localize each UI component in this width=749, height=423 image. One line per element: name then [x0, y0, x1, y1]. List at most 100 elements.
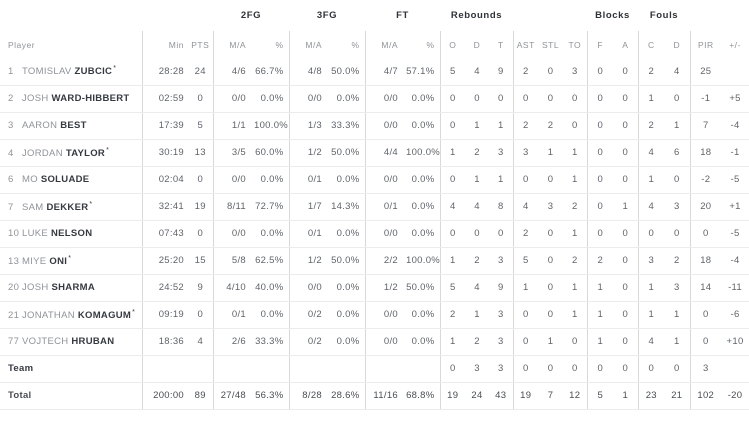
column-header-blk-f: F — [597, 39, 604, 50]
stat-cell-stl: 1 — [538, 139, 564, 167]
stat-cell-3fg-pct: 50.0% — [330, 247, 366, 275]
stat-cell-foul-c: 1 — [638, 166, 665, 194]
stat-cell-foul-d: 3 — [664, 274, 691, 302]
stat-cell-reb-o: 19 — [440, 382, 465, 410]
stat-cell-ast: 0 — [513, 166, 539, 194]
stat-cell-blk-a: 0 — [613, 355, 639, 383]
stat-cell-ft-pct: 100.0% — [406, 139, 441, 167]
stat-cell-blk-f: 2 — [587, 247, 614, 275]
stat-cell-foul-c: 1 — [638, 274, 665, 302]
stat-cell-reb-o: 0 — [440, 220, 465, 248]
stat-cell-foul-d: 1 — [664, 112, 691, 140]
stat-cell-foul-c: 1 — [638, 301, 665, 329]
player-name-cell: 1 TOMISLAV ZUBCIC* — [0, 58, 143, 86]
column-header-foul-c: C — [647, 39, 655, 50]
stat-cell-to: 1 — [563, 166, 588, 194]
stat-cell-2fg-pct: 0.0% — [254, 85, 290, 113]
player-name-cell: 4 JORDAN TAYLOR* — [0, 139, 143, 167]
stat-cell-3fg-ma: 1/7 — [289, 193, 330, 221]
stat-cell-3fg-pct: 28.6% — [330, 382, 366, 410]
stat-cell-3fg-pct: 0.0% — [330, 85, 366, 113]
player-row: 77 VOJTECH HRUBAN 18:36 4 2/6 33.3% 0/2 0.0% 0/0… — [0, 328, 749, 356]
stat-cell-ft-pct: 0.0% — [406, 166, 441, 194]
stat-cell-foul-d: 2 — [664, 247, 691, 275]
stat-cell-reb-t: 9 — [489, 58, 514, 86]
player-last-name: BEST — [60, 120, 87, 131]
stat-cell-3fg-ma: 0/0 — [289, 85, 330, 113]
stat-cell-3fg-ma: 1/2 — [289, 139, 330, 167]
stat-cell-reb-t: 3 — [489, 139, 514, 167]
jersey-number: 77 — [8, 336, 20, 347]
stat-cell-2fg-ma: 1/1 — [213, 112, 254, 140]
column-header-to: TO — [563, 31, 588, 58]
stat-cell-3fg-ma — [289, 355, 330, 383]
stat-cell-2fg-ma: 8/11 — [213, 193, 254, 221]
player-first-name: LUKE — [22, 228, 49, 239]
stat-cell-foul-c: 3 — [638, 247, 665, 275]
stat-cell-ft-pct: 57.1% — [406, 58, 441, 86]
player-last-name: NELSON — [50, 228, 93, 239]
player-row: 4 JORDAN TAYLOR* 30:19 13 3/5 60.0% 1/2 50.0% 4/… — [0, 139, 749, 167]
stat-cell-3fg-ma: 1/3 — [289, 112, 330, 140]
column-header-player: Player — [0, 31, 143, 58]
stat-cell-reb-t: 0 — [489, 85, 514, 113]
box-score-table: 2FG 3FG FT Rebounds Blocks Fouls Player Min PTS… — [0, 0, 749, 410]
stat-cell-blk-a: 0 — [613, 247, 639, 275]
stat-cell-pts: 89 — [188, 382, 214, 410]
stat-cell-reb-o: 1 — [440, 328, 465, 356]
stat-cell-reb-d: 4 — [465, 58, 489, 86]
stat-cell-reb-t: 1 — [489, 166, 514, 194]
player-row: 1 TOMISLAV ZUBCIC* 28:28 24 4/6 66.7% 4/8 50.0%… — [0, 58, 749, 86]
stat-cell-ast: 1 — [513, 274, 539, 302]
stat-cell-reb-d: 2 — [465, 328, 489, 356]
stat-cell-pts: 0 — [188, 220, 214, 248]
stat-cell-3fg-ma: 4/8 — [289, 58, 330, 86]
stat-cell-2fg-ma: 0/0 — [213, 85, 254, 113]
stat-cell-ast: 3 — [513, 139, 539, 167]
column-header-blk-a: A — [613, 31, 639, 58]
player-name-cell: 6 MO SOLUADE — [0, 166, 143, 194]
stat-cell-pir: 0 — [690, 301, 722, 329]
stat-cell-blk-a: 0 — [613, 58, 639, 86]
stat-cell-plus-minus: -4 — [721, 112, 749, 140]
stat-cell-ft-ma: 0/0 — [365, 301, 406, 329]
stat-cell-pir: 20 — [690, 193, 722, 221]
column-header-reb-o: O — [449, 39, 457, 50]
stat-cell-pts: 15 — [188, 247, 214, 275]
stat-cell-3fg-pct: 50.0% — [330, 58, 366, 86]
stat-cell-min: 24:52 — [142, 274, 188, 302]
player-row: 7 SAM DEKKER* 32:41 19 8/11 72.7% 1/7 14.3% 0/1 0… — [0, 193, 749, 221]
stat-cell-ft-pct: 100.0% — [406, 247, 441, 275]
stat-cell-reb-t: 9 — [489, 274, 514, 302]
stat-cell-plus-minus: -4 — [721, 247, 749, 275]
stat-cell-plus-minus: +1 — [721, 193, 749, 221]
stat-cell-reb-t: 3 — [489, 328, 514, 356]
stat-cell-foul-c: 2 — [638, 58, 665, 86]
stat-cell-foul-c: 0 — [638, 220, 665, 248]
stat-cell-to: 12 — [563, 382, 588, 410]
stat-cell-plus-minus: +5 — [721, 85, 749, 113]
stat-cell-blk-f: 0 — [587, 193, 614, 221]
group-header-spacer — [0, 0, 213, 31]
stat-cell-ft-pct: 0.0% — [406, 328, 441, 356]
player-last-name: SHARMA — [51, 282, 95, 293]
stat-cell-reb-o: 1 — [440, 139, 465, 167]
stat-cell-ft-ma: 0/0 — [365, 85, 406, 113]
stat-cell-ast: 0 — [513, 355, 539, 383]
stat-cell-reb-d: 1 — [465, 166, 489, 194]
player-name-cell: 2 JOSH WARD-HIBBERT — [0, 85, 143, 113]
total-row: Total 200:00 89 27/48 56.3% 8/28 28.6% 11/16 68.… — [0, 382, 749, 410]
player-first-name: JOSH — [22, 93, 49, 104]
jersey-number: 7 — [8, 201, 14, 213]
player-last-name: HRUBAN — [71, 336, 115, 347]
stat-cell-ft-pct: 0.0% — [406, 112, 441, 140]
stat-cell-min: 25:20 — [142, 247, 188, 275]
stat-cell-ast: 2 — [513, 58, 539, 86]
stat-cell-min: 02:04 — [142, 166, 188, 194]
stat-cell-2fg-pct: 60.0% — [254, 139, 290, 167]
stat-cell-min: 17:39 — [142, 112, 188, 140]
stat-cell-pts — [188, 355, 214, 383]
stat-cell-stl: 0 — [538, 166, 564, 194]
stat-cell-ft-ma: 4/7 — [365, 58, 406, 86]
stat-cell-reb-d: 2 — [465, 139, 489, 167]
